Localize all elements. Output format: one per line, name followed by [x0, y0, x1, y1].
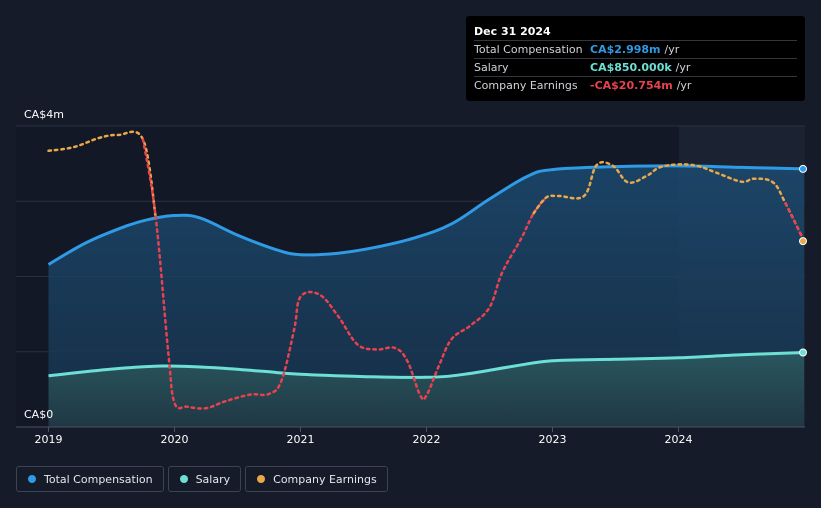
tooltip-unit: /yr [675, 61, 691, 74]
legend-label: Total Compensation [44, 472, 153, 486]
tooltip: Dec 31 2024 Total Compensation CA$2.998m… [466, 16, 805, 101]
legend-dot-icon [179, 475, 188, 483]
tooltip-label: Total Compensation [474, 43, 583, 56]
total-compensation-end-point[interactable] [799, 164, 807, 173]
legend-label: Company Earnings [273, 472, 377, 486]
tooltip-unit: /yr [664, 43, 680, 56]
tooltip-row-salary: Salary CA$850.000k /yr [474, 58, 797, 76]
x-axis-ticks: 2019 2020 2021 2022 2023 2024 [35, 427, 693, 446]
legend-item-salary[interactable]: Salary [167, 466, 242, 492]
x-tick-label: 2023 [539, 433, 567, 446]
legend-item-total-compensation[interactable]: Total Compensation [16, 466, 164, 492]
tooltip-label: Salary [474, 61, 509, 74]
tooltip-value: CA$2.998m [590, 43, 661, 56]
tooltip-value: CA$850.000k [590, 61, 672, 74]
x-tick-label: 2019 [35, 433, 63, 446]
x-tick-label: 2021 [287, 433, 315, 446]
end-markers [799, 164, 807, 357]
tooltip-unit: /yr [676, 79, 692, 92]
company-earnings-segment [532, 160, 806, 243]
tooltip-value: -CA$20.754m [590, 79, 673, 92]
tooltip-row-company-earnings: Company Earnings -CA$20.754m /yr [474, 76, 797, 94]
tooltip-label: Company Earnings [474, 79, 578, 92]
salary-line [48, 351, 805, 379]
tooltip-date: Dec 31 2024 [474, 25, 551, 38]
legend-label: Salary [195, 472, 231, 486]
total-compensation-line [47, 164, 805, 266]
legend-dot-icon [257, 475, 266, 483]
legend-dot-icon [28, 475, 36, 483]
salary-end-point[interactable] [799, 348, 807, 357]
legend-item-company-earnings[interactable]: Company Earnings [245, 466, 388, 492]
x-tick-label: 2022 [413, 433, 441, 446]
x-tick-label: 2024 [665, 433, 693, 446]
company-earnings-segment [47, 130, 157, 218]
y-axis-bottom-label: CA$0 [24, 408, 53, 421]
tooltip-row-total-compensation: Total Compensation CA$2.998m /yr [474, 40, 797, 58]
company-earnings-end-point[interactable] [799, 237, 807, 246]
company-earnings-segment [141, 138, 548, 410]
y-axis-top-label: CA$4m [24, 108, 64, 121]
salary-area [48, 352, 805, 427]
x-tick-label: 2020 [161, 433, 189, 446]
legend: Total Compensation Salary Company Earnin… [16, 466, 392, 492]
